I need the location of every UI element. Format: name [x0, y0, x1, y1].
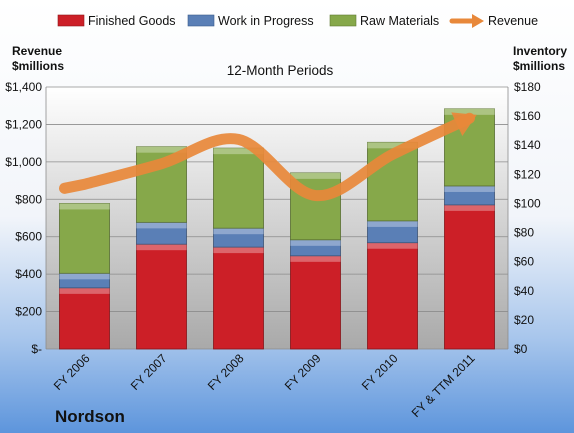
bar-finished-goods-highlight: [213, 247, 264, 254]
bar-work-in-progress-highlight: [290, 239, 341, 246]
left-tick-label: $1,200: [5, 117, 42, 131]
bar-raw-materials-highlight: [136, 146, 187, 153]
legend-label-raw-materials: Raw Materials: [360, 14, 439, 28]
left-axis-title-line2: $millions: [12, 59, 64, 73]
bar-work-in-progress-highlight: [367, 220, 418, 227]
bar-finished-goods: [290, 255, 341, 350]
right-axis-ticks: $0 $20 $40 $60 $80 $100 $120 $140 $160 $180: [514, 80, 541, 356]
revenue-line-layer: [59, 112, 477, 202]
bar-finished-goods-highlight: [59, 287, 110, 294]
bar-raw-materials-highlight: [367, 142, 418, 149]
right-axis-title-line1: Inventory: [513, 44, 567, 58]
bar-raw-materials-highlight: [213, 148, 264, 155]
left-tick-label: $1,400: [5, 80, 42, 94]
left-tick-label: $800: [15, 192, 42, 206]
right-tick-label: $20: [514, 313, 534, 327]
bar-finished-goods-highlight: [290, 255, 341, 262]
company-name: Nordson: [55, 407, 125, 426]
bar-raw-materials-highlight: [444, 108, 495, 115]
left-tick-label: $1,000: [5, 155, 42, 169]
bar-finished-goods-highlight: [444, 204, 495, 211]
legend-label-finished-goods: Finished Goods: [88, 14, 176, 28]
bar-finished-goods-highlight: [367, 242, 418, 249]
right-tick-label: $40: [514, 284, 534, 298]
bar-finished-goods: [213, 246, 264, 350]
left-tick-label: $400: [15, 267, 42, 281]
legend-swatch-raw-materials: [329, 14, 357, 27]
legend-swatch-work-in-progress: [187, 14, 215, 27]
bar-work-in-progress-highlight: [444, 185, 495, 192]
revenue-line: [59, 112, 475, 202]
left-tick-label: $600: [15, 230, 42, 244]
legend-label-revenue: Revenue: [488, 14, 538, 28]
legend: Finished Goods Work in Progress Raw Mate…: [57, 14, 538, 28]
right-tick-label: $140: [514, 138, 541, 152]
left-axis-ticks: $- $200 $400 $600 $800 $1,000 $1,200 $1,400: [5, 80, 42, 356]
right-tick-label: $160: [514, 109, 541, 123]
revenue-arrowhead: [451, 112, 477, 136]
bar-work-in-progress-highlight: [59, 273, 110, 280]
right-tick-label: $180: [514, 80, 541, 94]
chart-subtitle: 12-Month Periods: [227, 63, 334, 78]
left-tick-label: $200: [15, 305, 42, 319]
right-tick-label: $80: [514, 226, 534, 240]
right-tick-label: $120: [514, 167, 541, 181]
plot-area: [46, 87, 508, 349]
bars: [59, 108, 495, 350]
left-axis-title-line1: Revenue: [12, 44, 62, 58]
bar-work-in-progress-highlight: [136, 222, 187, 229]
bar-raw-materials: [59, 203, 110, 274]
right-tick-label: $100: [514, 196, 541, 210]
bar-finished-goods: [367, 242, 418, 350]
bar-raw-materials: [213, 147, 264, 229]
legend-swatch-finished-goods: [57, 14, 85, 27]
bar-work-in-progress-highlight: [213, 228, 264, 235]
left-tick-label: $-: [31, 342, 42, 356]
bar-raw-materials-highlight: [59, 203, 110, 210]
legend-label-work-in-progress: Work in Progress: [218, 14, 314, 28]
right-tick-label: $0: [514, 342, 528, 356]
legend-swatch-revenue-arrow: [472, 14, 484, 28]
right-tick-label: $60: [514, 255, 534, 269]
bar-finished-goods: [59, 287, 110, 350]
bar-finished-goods-highlight: [136, 244, 187, 251]
right-axis-title-line2: $millions: [513, 59, 565, 73]
bar-raw-materials-highlight: [290, 172, 341, 179]
bar-finished-goods: [136, 243, 187, 350]
bar-finished-goods: [444, 204, 495, 350]
